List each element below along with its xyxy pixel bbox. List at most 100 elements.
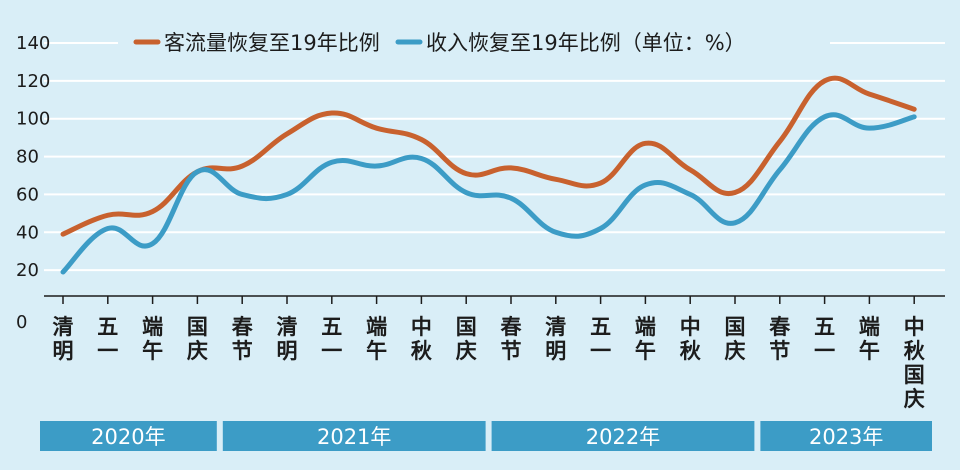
data-point: [600, 228, 602, 229]
data-point: [465, 173, 467, 175]
x-tick-label: 中秋: [411, 315, 433, 363]
data-point: [644, 142, 646, 144]
y-tick-label: 80: [16, 147, 39, 168]
y-tick-label: 120: [16, 71, 50, 92]
data-point: [734, 222, 736, 224]
x-tick-char: 清: [53, 315, 74, 339]
x-tick-label: 春节: [232, 315, 254, 363]
x-tick-char: 秋: [680, 339, 702, 363]
year-band: [760, 421, 932, 451]
x-tick-char: 端: [366, 315, 387, 339]
x-tick-label: 端午: [366, 315, 387, 363]
data-point: [62, 271, 64, 273]
year-label: 2020年: [91, 425, 165, 449]
data-point: [331, 112, 333, 114]
x-tick-label: 五一: [321, 315, 342, 363]
x-tick-char: 中: [411, 315, 432, 339]
data-point: [510, 167, 512, 169]
data-point: [420, 157, 422, 159]
data-point: [196, 171, 198, 173]
x-tick-char: 一: [814, 339, 835, 363]
x-tick-label: 端午: [142, 315, 163, 363]
data-point: [510, 197, 512, 199]
x-axis-ticks: 清明五一端午国庆春节清明五一端午中秋国庆春节清明五一端午中秋国庆春节五一端午中秋…: [53, 315, 926, 411]
x-tick-char: 明: [545, 339, 566, 363]
x-tick-char: 午: [859, 339, 880, 363]
x-tick-char: 午: [635, 339, 656, 363]
x-tick-label: 清明: [545, 315, 566, 363]
x-tick-char: 国: [456, 315, 477, 339]
year-label: 2023年: [809, 425, 883, 449]
data-point: [286, 133, 288, 135]
x-tick-char: 五: [321, 315, 342, 339]
x-tick-char: 春: [232, 315, 254, 339]
year-label: 2022年: [586, 425, 660, 449]
x-tick-label: 春节: [501, 315, 523, 363]
year-band: [491, 421, 755, 451]
data-point: [689, 169, 691, 171]
year-label: 2021年: [317, 425, 391, 449]
x-tick-label: 清明: [277, 315, 298, 363]
x-tick-char: 明: [53, 339, 74, 363]
data-point: [376, 165, 378, 167]
x-tick-label: 国庆: [187, 315, 208, 363]
data-point: [779, 140, 781, 142]
x-tick-char: 中: [680, 315, 701, 339]
x-tick-char: 节: [232, 339, 253, 363]
x-tick-char: 秋: [904, 339, 926, 363]
x-tick-label: 五一: [814, 315, 835, 363]
x-tick-label: 国庆: [456, 315, 477, 363]
x-tick-char: 国: [725, 315, 746, 339]
x-tick-char: 节: [501, 339, 522, 363]
y-tick-label: 60: [16, 184, 39, 205]
x-tick-char: 春: [769, 315, 791, 339]
data-point: [241, 193, 243, 195]
legend-label-1: 客流量恢复至19年比例: [164, 31, 380, 55]
data-point: [152, 210, 154, 212]
x-tick-char: 节: [769, 339, 790, 363]
data-point: [868, 127, 870, 129]
data-point: [734, 192, 736, 194]
x-tick-label: 五一: [590, 315, 611, 363]
x-tick-char: 秋: [411, 339, 433, 363]
data-point: [152, 243, 154, 245]
data-point: [779, 169, 781, 171]
data-point: [241, 165, 243, 167]
x-tick-char: 庆: [725, 339, 746, 363]
data-point: [107, 214, 109, 216]
y-axis-ticks: 0 20 40 60 80 100 120 140: [16, 33, 50, 333]
x-tick-char: 国: [187, 315, 208, 339]
data-point: [913, 108, 915, 110]
year-band: [40, 421, 217, 451]
x-tick-label: 春节: [769, 315, 791, 363]
data-point: [465, 192, 467, 194]
legend: 客流量恢复至19年比例 收入恢复至19年比例（单位：%）: [118, 28, 830, 56]
data-point: [868, 93, 870, 95]
x-tick-char: 一: [97, 339, 118, 363]
x-tick-char: 中: [904, 315, 925, 339]
x-tick-char: 国: [904, 363, 925, 387]
x-tick-label: 清明: [53, 315, 74, 363]
x-tick-char: 春: [501, 315, 523, 339]
year-bands: 2020年 2021年 2022年 2023年: [40, 421, 932, 451]
x-tick-char: 午: [142, 339, 163, 363]
y-tick-label: 0: [16, 312, 27, 333]
y-tick-label: 140: [16, 33, 50, 54]
x-tick-char: 五: [814, 315, 835, 339]
x-axis: [44, 295, 945, 304]
x-tick-label: 端午: [635, 315, 656, 363]
series-lines: [60, 75, 917, 275]
x-tick-char: 清: [545, 315, 566, 339]
data-point: [286, 193, 288, 195]
x-tick-char: 一: [590, 339, 611, 363]
data-point: [107, 228, 109, 229]
y-tick-label: 100: [16, 109, 50, 130]
x-tick-char: 端: [635, 315, 656, 339]
data-point: [555, 231, 557, 233]
data-point: [600, 182, 602, 184]
y-tick-label: 20: [16, 260, 39, 281]
data-point: [62, 233, 64, 235]
data-point: [913, 116, 915, 118]
data-point: [644, 184, 646, 186]
